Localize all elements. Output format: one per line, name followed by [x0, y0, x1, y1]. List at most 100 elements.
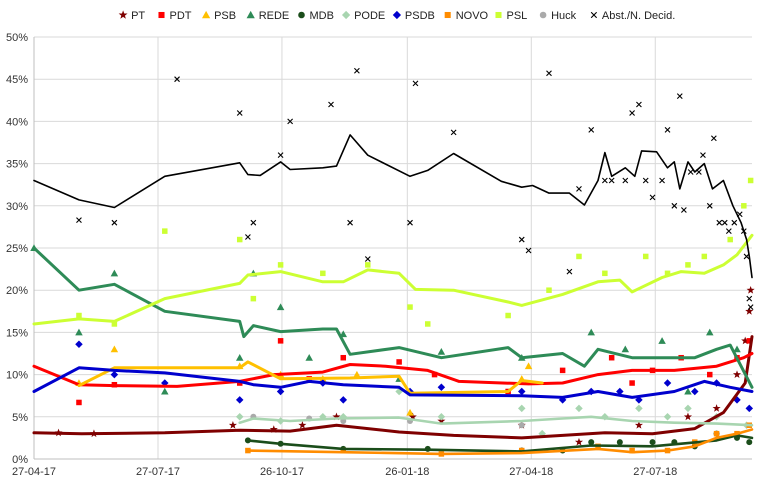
legend-marker-abst-n-decid: [590, 11, 598, 19]
data-point-abst-n-decid: [601, 177, 608, 184]
data-point-abst-n-decid: [676, 93, 683, 99]
legend-label-rede: REDE: [259, 10, 290, 22]
legend-label-huck: Huck: [551, 10, 577, 22]
x-tick-label: 26-01-18: [385, 466, 429, 478]
data-point-rede: [437, 348, 446, 355]
data-point-mdb: [649, 439, 656, 446]
data-point-psl: [424, 321, 431, 327]
data-point-abst-n-decid: [710, 135, 717, 142]
data-point-abst-n-decid: [680, 207, 687, 213]
data-point-psl: [727, 236, 733, 243]
data-point-rede: [684, 387, 692, 395]
data-point-psb: [353, 370, 361, 378]
data-point-psdb: [339, 396, 348, 404]
data-point-abst-n-decid: [700, 152, 706, 159]
data-point-psl: [664, 270, 671, 277]
trend-line-novo: [246, 428, 754, 456]
data-point-psl: [320, 270, 326, 277]
data-point-abst-n-decid: [525, 247, 532, 254]
data-point-abst-n-decid: [250, 219, 257, 226]
data-point-psdb: [663, 379, 672, 387]
data-point-pdt: [608, 354, 615, 361]
data-point-abst-n-decid: [566, 268, 573, 275]
data-point-rede: [276, 303, 285, 311]
legend-marker-huck: [539, 11, 547, 19]
data-point-pdt: [340, 354, 347, 361]
data-point-abst-n-decid: [518, 236, 525, 243]
data-point-pt: [332, 412, 341, 421]
data-point-pt: [712, 404, 721, 412]
data-point-psl: [701, 253, 708, 260]
data-point-abst-n-decid: [236, 110, 243, 116]
data-point-psb: [110, 345, 119, 353]
data-point-abst-n-decid: [716, 219, 723, 226]
data-point-abst-n-decid: [576, 186, 582, 192]
y-tick-label: 25%: [6, 243, 28, 255]
data-point-pode: [684, 404, 692, 413]
legend-marker-pt: [118, 10, 128, 19]
data-point-psdb: [517, 387, 526, 396]
data-point-pt: [408, 412, 417, 421]
data-point-pt: [269, 425, 278, 433]
data-point-pode: [663, 413, 672, 421]
data-point-abst-n-decid: [725, 228, 732, 235]
data-point-novo: [629, 447, 635, 454]
data-point-psdb: [691, 387, 699, 396]
data-point-pt: [574, 437, 584, 446]
x-tick-label: 27-04-17: [12, 466, 56, 478]
data-point-psdb: [745, 404, 754, 413]
data-point-abst-n-decid: [354, 67, 360, 74]
y-tick-label: 50%: [6, 32, 28, 44]
data-point-psl: [546, 287, 552, 293]
legend-label-novo: NOVO: [456, 10, 489, 22]
data-point-pdt: [559, 367, 566, 374]
data-point-abst-n-decid: [642, 177, 649, 184]
legend-marker-pdt: [158, 11, 165, 19]
data-point-psdb: [276, 387, 285, 396]
data-point-pode: [635, 404, 643, 413]
data-point-abst-n-decid: [706, 202, 713, 209]
data-point-psb: [524, 362, 533, 370]
data-point-mdb: [746, 439, 753, 446]
data-point-psl: [365, 262, 371, 268]
legend-marker-pode: [341, 10, 351, 20]
legend-label-psdb: PSDB: [405, 10, 435, 22]
data-point-pt: [732, 370, 742, 379]
data-point-abst-n-decid: [731, 219, 738, 226]
data-point-pdt: [746, 338, 753, 344]
y-tick-label: 5%: [12, 412, 28, 424]
trend-line-psdb: [32, 366, 754, 399]
data-point-psdb: [75, 340, 83, 348]
data-point-abst-n-decid: [687, 169, 694, 175]
data-point-rede: [587, 328, 595, 336]
data-point-psl: [576, 253, 582, 260]
data-point-abst-n-decid: [412, 80, 419, 87]
data-point-abst-n-decid: [111, 219, 118, 226]
data-point-pt: [741, 336, 750, 345]
legend-marker-rede: [246, 10, 255, 19]
data-point-abst-n-decid: [671, 202, 678, 209]
data-point-abst-n-decid: [608, 177, 615, 184]
y-tick-label: 40%: [6, 116, 28, 128]
y-tick-label: 15%: [6, 327, 28, 339]
data-point-pode: [235, 413, 244, 421]
legend-label-abst-n-decid: Abst./N. Decid.: [602, 10, 675, 22]
data-point-abst-n-decid: [629, 110, 635, 116]
data-point-psl: [162, 228, 168, 234]
data-point-novo: [340, 447, 347, 454]
data-point-abst-n-decid: [588, 126, 595, 133]
trend-line-psb: [77, 360, 544, 395]
data-point-rede: [110, 269, 119, 277]
legend-marker-psdb: [392, 10, 402, 20]
y-tick-label: 0%: [12, 454, 28, 466]
data-point-abst-n-decid: [407, 219, 413, 226]
data-point-psl: [747, 177, 754, 184]
data-point-psl: [236, 236, 243, 243]
trend-line-abst-n-decid: [33, 134, 753, 279]
legend-label-pdt: PDT: [170, 10, 192, 22]
data-point-pode: [575, 404, 583, 413]
legend-marker-psb: [201, 10, 211, 19]
data-point-abst-n-decid: [174, 76, 180, 83]
y-tick-label: 30%: [6, 201, 28, 213]
